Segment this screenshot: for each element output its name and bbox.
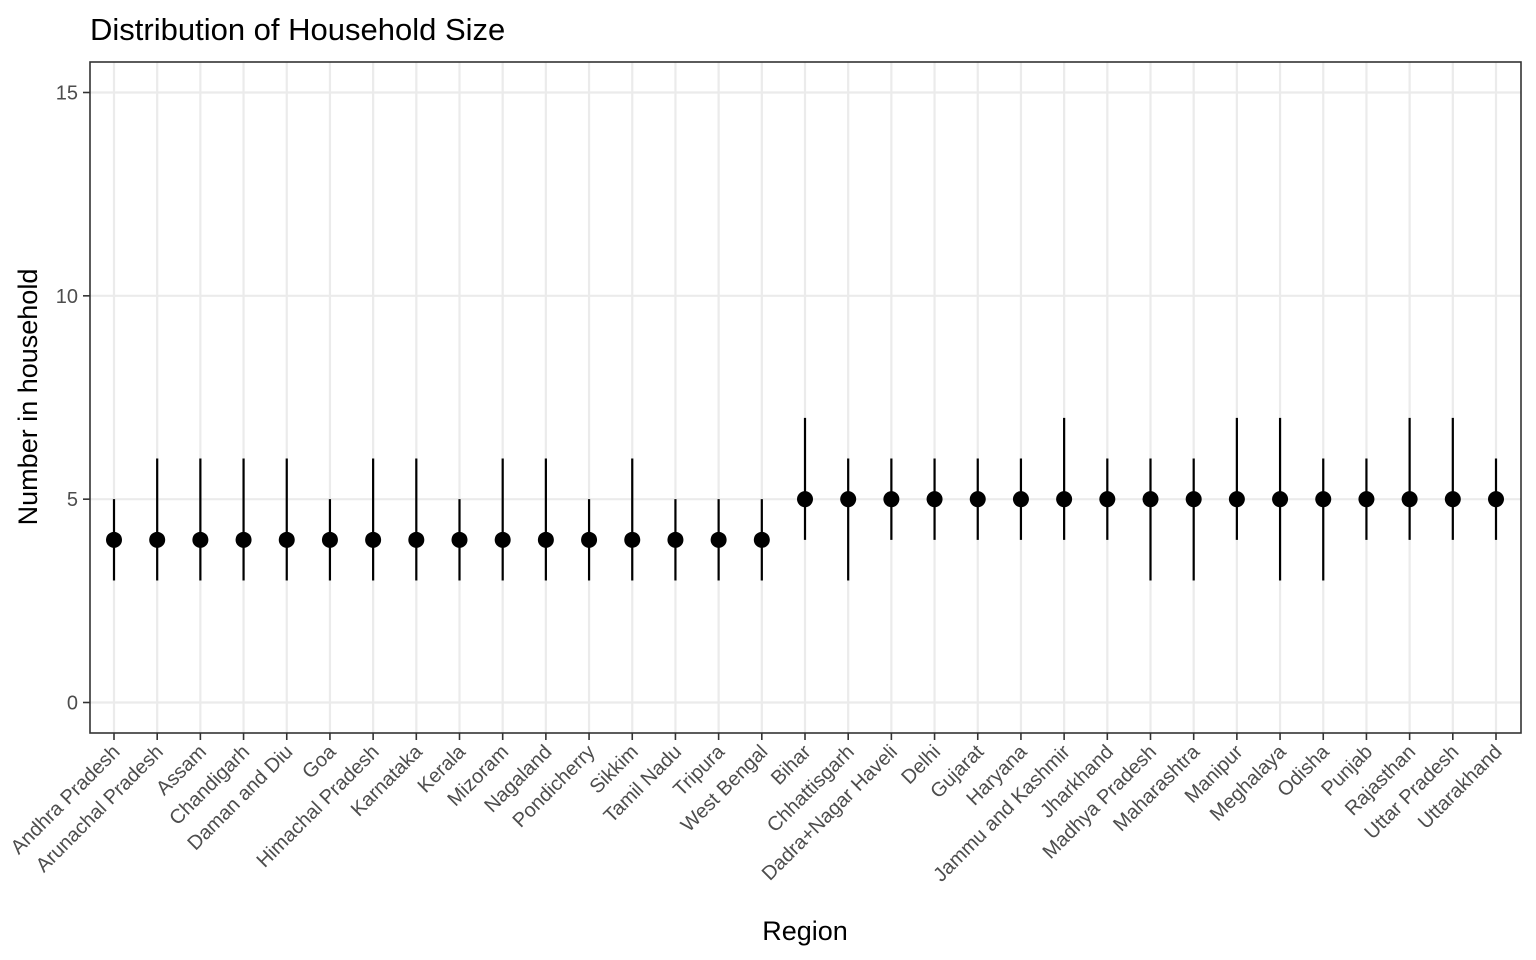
median-point [710,531,727,548]
median-point [1012,491,1029,508]
chart-title: Distribution of Household Size [90,12,505,47]
y-axis-title: Number in household [13,269,43,526]
y-tick-label: 5 [67,489,78,511]
median-point [840,491,857,508]
grid-lines [90,62,1521,733]
median-point [883,491,900,508]
median-point [1056,491,1073,508]
median-point [278,531,295,548]
y-axis: 0 5 10 15 [56,83,90,715]
median-point [192,531,209,548]
median-point [1358,491,1375,508]
median-point [106,531,122,548]
median-point [1444,491,1461,508]
median-point [581,531,598,548]
y-tick-label: 10 [56,286,78,308]
median-point [537,531,554,548]
median-point [1315,491,1332,508]
point-ranges [106,417,1504,581]
median-point [1185,491,1202,508]
median-point [1099,491,1116,508]
y-tick-label: 15 [56,83,78,105]
median-point [1488,491,1504,508]
median-point [753,531,770,548]
median-point [365,531,382,548]
median-point [321,531,338,548]
median-point [451,531,468,548]
median-point [235,531,252,548]
median-point [1401,491,1418,508]
median-point [624,531,641,548]
median-point [926,491,943,508]
x-axis-title: Region [762,916,848,946]
median-point [1228,491,1245,508]
median-point [408,531,425,548]
y-tick-label: 0 [67,693,78,715]
median-point [149,531,166,548]
median-point [1142,491,1159,508]
median-point [969,491,986,508]
median-point [494,531,511,548]
median-point [1272,491,1289,508]
median-point [667,531,684,548]
median-point [797,491,813,508]
